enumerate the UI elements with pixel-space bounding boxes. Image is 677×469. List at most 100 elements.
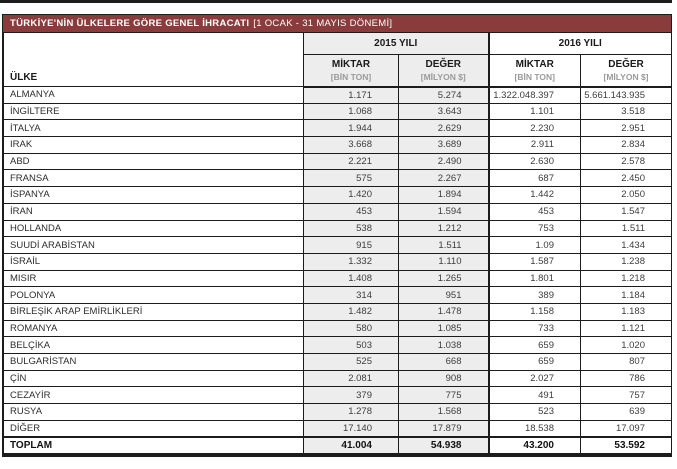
value-cell: 659 (487, 336, 581, 354)
table-row: CEZAYİR 379 775 491 757 (3, 386, 672, 405)
total-label-cell: TOPLAM (3, 435, 304, 455)
country-cell: İTALYA (3, 119, 304, 138)
col-header-unit: [MİLYON $] (603, 71, 649, 82)
col-header-unit: [BİN TON] (330, 71, 372, 82)
value-cell: 3.518 (580, 102, 672, 121)
exports-table: TÜRKİYE'NİN ÜLKELERE GÖRE GENEL İHRACATI… (2, 14, 672, 458)
value-cell: 757 (580, 386, 672, 405)
value-cell: 453 (487, 202, 581, 221)
value-cell: 5.661.143.935 (580, 86, 672, 104)
table-row: HOLLANDA 538 1.212 753 1.511 (3, 219, 672, 238)
value-cell: 1.587 (487, 252, 581, 271)
value-cell: 575 (303, 169, 399, 188)
value-cell: 786 (580, 369, 672, 388)
country-cell: DİĞER (3, 419, 304, 438)
value-cell: 580 (303, 319, 399, 338)
value-cell: 2.578 (580, 152, 672, 171)
value-cell: 1.511 (398, 236, 489, 254)
country-cell: ROMANYA (3, 319, 304, 338)
value-cell: 1.594 (398, 202, 489, 221)
value-cell: 915 (303, 236, 399, 254)
table-row: İSPANYA 1.420 1.894 1.442 2.050 (3, 186, 672, 204)
total-row: TOPLAM 41.004 54.938 43.200 53.592 (3, 435, 672, 455)
value-cell: 1.09 (487, 236, 581, 254)
value-cell: 1.101 (487, 102, 581, 121)
country-cell: SUUDİ ARABİSTAN (3, 236, 304, 254)
country-cell: İNGİLTERE (3, 102, 304, 121)
country-cell: MISIR (3, 269, 304, 288)
value-cell: 1.547 (580, 202, 672, 221)
value-cell: 2.081 (303, 369, 399, 388)
value-cell: 17.097 (580, 419, 672, 438)
table-row: İSRAİL 1.332 1.110 1.587 1.238 (3, 252, 672, 271)
value-cell: 1.171 (303, 86, 399, 104)
table-row: BULGARİSTAN 525 668 659 807 (3, 353, 672, 371)
country-cell: RUSYA (3, 403, 304, 421)
col-header-label: MİKTAR (331, 58, 371, 70)
country-cell: FRANSA (3, 169, 304, 188)
table-row: IRAK 3.668 3.689 2.911 2.834 (3, 136, 672, 154)
table-row: ABD 2.221 2.490 2.630 2.578 (3, 152, 672, 171)
value-cell: 18.538 (487, 419, 581, 438)
country-cell: BİRLEŞİK ARAP EMİRLİKLERİ (3, 302, 304, 321)
value-cell: 951 (398, 286, 489, 304)
table-title-period: [1 OCAK - 31 MAYIS DÖNEMİ] (253, 18, 393, 29)
value-cell: 1.218 (580, 269, 672, 288)
col-header-label: MİKTAR (515, 58, 554, 70)
value-cell: 753 (487, 219, 581, 238)
value-cell: 17.879 (398, 419, 489, 438)
col-header-unit: [MİLYON $] (420, 71, 466, 82)
value-cell: 733 (487, 319, 581, 338)
value-cell: 3.643 (398, 102, 489, 121)
country-cell: HOLLANDA (3, 219, 304, 238)
col-header-unit: [BİN TON] (514, 71, 555, 82)
country-cell: İRAN (3, 202, 304, 221)
value-cell: 2.630 (487, 152, 581, 171)
value-cell: 1.110 (398, 252, 489, 271)
value-cell: 1.238 (580, 252, 672, 271)
country-cell: IRAK (3, 136, 304, 154)
year-header-2015: 2015 YILI (303, 32, 489, 55)
value-cell: 2.450 (580, 169, 672, 188)
table-body: ALMANYA 1.171 5.274 1.322.048.397 5.661.143.… (3, 86, 672, 455)
column-header-ulke: ÜLKE (3, 32, 304, 87)
value-cell: 659 (487, 353, 581, 371)
data-table: ÜLKE 2015 YILI 2016 YILI MİKTAR [BİN TON… (3, 32, 672, 455)
value-cell: 1.158 (487, 302, 581, 321)
value-cell: 1.420 (303, 186, 399, 204)
value-cell: 1.442 (487, 186, 581, 204)
country-cell: POLONYA (3, 286, 304, 304)
value-cell: 1.265 (398, 269, 489, 288)
value-cell: 1.212 (398, 219, 489, 238)
value-cell: 2.834 (580, 136, 672, 154)
value-cell: 1.434 (580, 236, 672, 254)
col-header-deger-2015: DEĞER [MİLYON $] (398, 54, 489, 88)
country-cell: İSRAİL (3, 252, 304, 271)
year-header-2016: 2016 YILI (487, 32, 672, 55)
value-cell: 1.183 (580, 302, 672, 321)
total-value-cell: 43.200 (487, 435, 581, 455)
value-cell: 687 (487, 169, 581, 188)
value-cell: 1.020 (580, 336, 672, 354)
table-row: İRAN 453 1.594 453 1.547 (3, 202, 672, 221)
value-cell: 908 (398, 369, 489, 388)
value-cell: 389 (487, 286, 581, 304)
table-row: İNGİLTERE 1.068 3.643 1.101 3.518 (3, 102, 672, 121)
country-cell: BULGARİSTAN (3, 353, 304, 371)
table-row: POLONYA 314 951 389 1.184 (3, 286, 672, 304)
value-cell: 453 (303, 202, 399, 221)
table-row: ROMANYA 580 1.085 733 1.121 (3, 319, 672, 338)
year-header-row: ÜLKE 2015 YILI 2016 YILI (3, 32, 672, 87)
value-cell: 1.478 (398, 302, 489, 321)
total-value-cell: 53.592 (580, 435, 672, 455)
value-cell: 1.482 (303, 302, 399, 321)
table-row: RUSYA 1.278 1.568 523 639 (3, 403, 672, 421)
value-cell: 17.140 (303, 419, 399, 438)
value-cell: 1.322.048.397 (487, 86, 581, 104)
value-cell: 639 (580, 403, 672, 421)
country-cell: ALMANYA (3, 86, 304, 104)
table-row: MISIR 1.408 1.265 1.801 1.218 (3, 269, 672, 288)
value-cell: 1.184 (580, 286, 672, 304)
country-cell: ABD (3, 152, 304, 171)
